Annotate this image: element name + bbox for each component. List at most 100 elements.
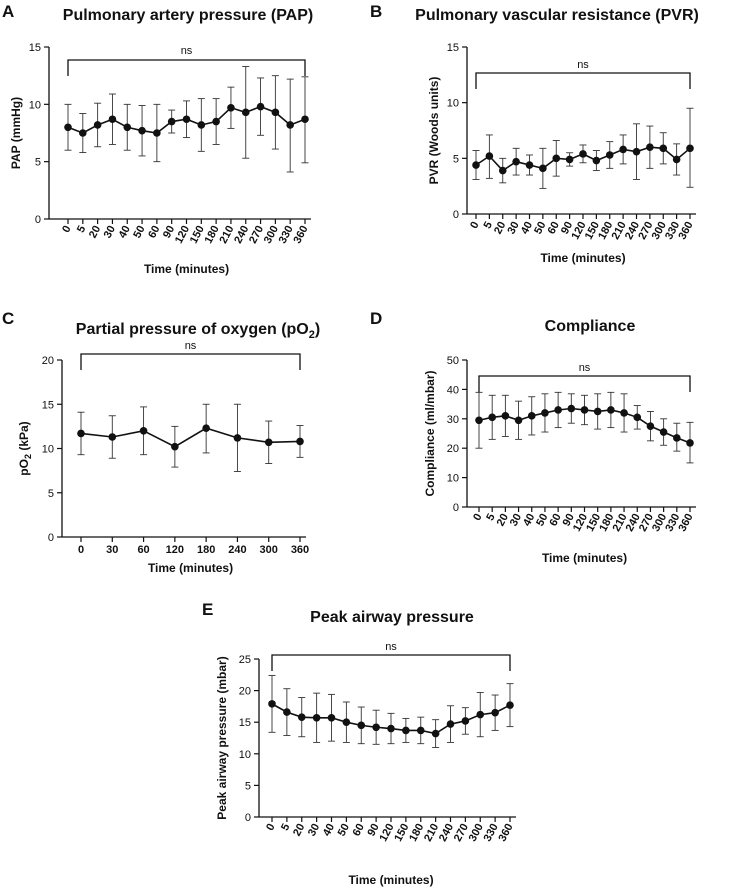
- x-tick-label: 60: [146, 224, 162, 240]
- data-point: [138, 126, 146, 135]
- x-tick-label: 240: [437, 822, 456, 844]
- data-point: [527, 412, 536, 420]
- panel-c-plot: 0 5 10 15 20 0 30 60 120 180 240 300 360 Time (minute…: [17, 340, 309, 575]
- y-axis-label: PVR (Woods units): [427, 77, 441, 185]
- data-point: [646, 143, 654, 151]
- y-tick-label: 10: [29, 99, 41, 111]
- panel-letter-b: B: [370, 2, 382, 21]
- panel-a-title: Pulmonary artery pressure (PAP): [63, 7, 313, 24]
- x-tick-label: 20: [492, 220, 508, 236]
- significance-label: ns: [577, 59, 589, 71]
- data-point: [476, 710, 485, 719]
- y-tick-label: 25: [239, 654, 251, 666]
- panel-letter-c: C: [2, 309, 14, 328]
- panel-a: A Pulmonary artery pressure (PAP) 051015…: [2, 2, 313, 276]
- x-tick-label: 0: [468, 220, 481, 231]
- data-point: [271, 108, 280, 117]
- x-tick-label: 210: [422, 822, 441, 844]
- y-tick-label: 5: [35, 157, 41, 169]
- x-tick-label: 40: [321, 822, 337, 838]
- data-point: [541, 409, 549, 417]
- x-tick-label: 120: [173, 224, 192, 246]
- x-tick-label: 240: [228, 544, 246, 556]
- significance-label: ns: [181, 45, 193, 57]
- data-point: [472, 161, 480, 169]
- data-point: [512, 157, 520, 166]
- data-point: [672, 155, 681, 164]
- panel-d-title: Compliance: [545, 318, 636, 335]
- data-point: [123, 123, 132, 132]
- data-point: [567, 404, 576, 413]
- x-tick-label: 20: [291, 822, 307, 838]
- x-tick-label: 20: [87, 224, 103, 240]
- data-point: [620, 409, 628, 417]
- data-point: [498, 166, 507, 175]
- x-axis-label: Time (minutes): [348, 873, 433, 887]
- data-point: [283, 708, 291, 716]
- y-tick-label: 0: [453, 502, 459, 514]
- data-point: [197, 121, 206, 129]
- x-axis-label: Time (minutes): [540, 251, 625, 265]
- data-point: [686, 144, 694, 153]
- x-tick-label: 120: [166, 544, 184, 556]
- y-tick-label: 0: [48, 532, 54, 544]
- data-point: [446, 720, 455, 728]
- data-point: [501, 412, 510, 420]
- x-tick-label: 360: [676, 512, 695, 534]
- y-tick-label: 10: [447, 473, 459, 485]
- data-point: [167, 117, 176, 126]
- data-point: [491, 708, 499, 717]
- data-point: [605, 151, 614, 159]
- significance-bracket: [478, 375, 691, 392]
- data-point: [646, 422, 655, 430]
- x-tick-label: 270: [452, 822, 471, 844]
- y-tick-label: 15: [29, 42, 41, 54]
- data-point: [264, 438, 273, 447]
- x-tick-label: 60: [546, 220, 562, 236]
- y-tick-label: 0: [245, 812, 251, 824]
- y-axis-label: pO2 (kPa): [17, 421, 33, 475]
- data-point: [342, 718, 351, 726]
- y-tick-label: 15: [447, 42, 459, 54]
- data-point: [357, 721, 366, 730]
- data-point: [552, 154, 561, 163]
- panel-letter-a: A: [2, 2, 14, 21]
- data-point: [297, 713, 306, 721]
- x-tick-label: 240: [232, 224, 251, 246]
- data-point: [506, 701, 514, 709]
- x-tick-label: 30: [505, 220, 521, 236]
- x-tick-label: 30: [306, 822, 322, 838]
- data-point: [659, 428, 668, 436]
- x-tick-label: 50: [532, 220, 548, 236]
- x-tick-label: 50: [336, 822, 352, 838]
- data-point: [233, 434, 242, 442]
- x-tick-label: 90: [365, 822, 381, 838]
- data-point: [619, 145, 627, 154]
- data-point: [312, 713, 321, 722]
- x-tick-label: 90: [559, 220, 575, 236]
- x-tick-label: 150: [188, 224, 207, 246]
- x-tick-label: 0: [264, 822, 277, 833]
- y-tick-label: 15: [42, 399, 54, 411]
- data-point: [673, 434, 681, 442]
- x-tick-label: 300: [467, 822, 486, 844]
- x-tick-label: 300: [260, 544, 278, 556]
- data-point: [525, 161, 534, 169]
- x-axis-label: Time (minutes): [144, 262, 229, 276]
- panel-b-title: Pulmonary vascular resistance (PVR): [415, 7, 699, 24]
- data-point: [241, 108, 250, 117]
- data-point: [79, 129, 87, 137]
- x-axis-label: Time (minutes): [148, 561, 233, 575]
- y-tick-label: 20: [239, 686, 251, 698]
- x-tick-label: 0: [471, 512, 484, 523]
- data-point: [565, 155, 574, 164]
- y-tick-label: 30: [447, 414, 459, 426]
- significance-bracket: [271, 654, 511, 671]
- x-tick-label: 60: [351, 822, 367, 838]
- x-tick-label: 30: [106, 544, 118, 556]
